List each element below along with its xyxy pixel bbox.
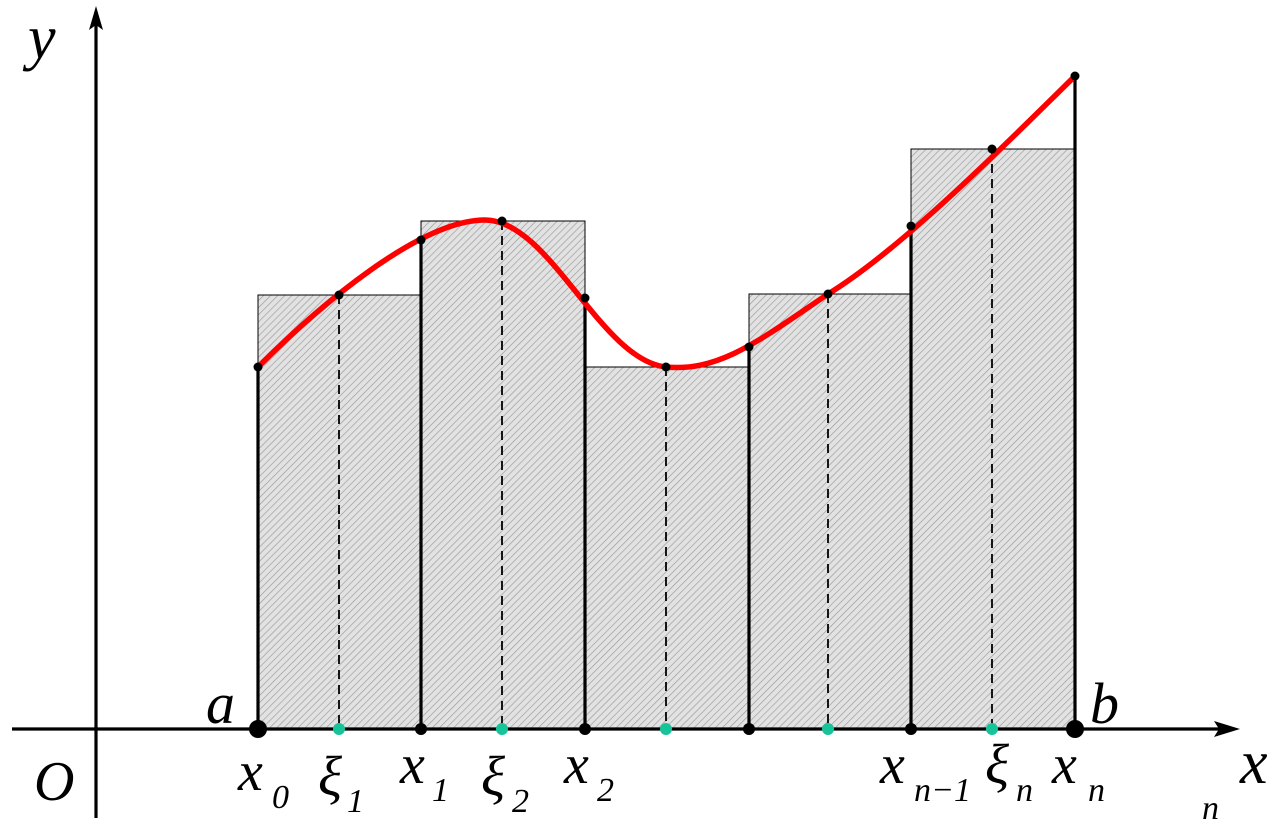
labels: y x O a b x 0 ξ 1 x 1 ξ 2 x 2 x n−1 ξ n … — [22, 4, 1268, 824]
curve-point — [416, 235, 426, 245]
curve-point — [823, 289, 833, 299]
y-axis-label: y — [22, 4, 56, 72]
curve-point — [744, 342, 754, 352]
partition-lines — [256, 76, 1077, 729]
partition-point-x3 — [743, 723, 755, 735]
y-axis-arrow-icon — [89, 6, 103, 30]
xin-label: ξ — [985, 734, 1009, 796]
xn-label: x — [1051, 734, 1077, 796]
xi2-label: ξ — [481, 746, 505, 808]
partition-point-x1 — [415, 723, 427, 735]
partition-point-x2 — [579, 723, 591, 735]
x1-subscript: 1 — [432, 772, 449, 809]
rectangle-4 — [748, 293, 912, 730]
xi1-subscript: 1 — [347, 783, 364, 819]
endpoint-b — [1066, 720, 1084, 738]
axes — [12, 6, 1240, 818]
partition-points — [249, 720, 1084, 738]
x0-label: x — [237, 741, 263, 803]
xin-subscript: n — [1016, 772, 1033, 809]
sample-point-xi4 — [822, 723, 834, 735]
curve-point — [580, 293, 590, 303]
curve-point — [1070, 71, 1080, 81]
xi2-subscript: 2 — [512, 783, 529, 819]
sample-point-xin — [986, 723, 998, 735]
riemann-rectangles — [257, 148, 1076, 730]
corner-mark: n — [1202, 790, 1219, 819]
origin-label: O — [34, 751, 74, 813]
endpoint-a — [249, 720, 267, 738]
curve-point — [987, 144, 997, 154]
a-label: a — [206, 671, 235, 736]
x-axis-arrow-icon — [1214, 721, 1240, 737]
x0-subscript: 0 — [272, 779, 289, 816]
x1-label: x — [399, 734, 425, 796]
x2-subscript: 2 — [597, 772, 614, 809]
curve-points — [253, 71, 1080, 372]
xn1-subscript: n−1 — [914, 772, 971, 809]
x-axis-label: x — [1239, 729, 1268, 797]
x2-label: x — [563, 734, 589, 796]
sample-points — [333, 723, 998, 735]
rectangle-3 — [584, 366, 750, 730]
curve-point — [334, 290, 344, 300]
partition-point-xn1 — [905, 723, 917, 735]
curve-point — [253, 362, 263, 372]
xn1-label: x — [879, 734, 905, 796]
sample-point-xi1 — [333, 723, 345, 735]
xn-subscript: n — [1088, 772, 1105, 809]
curve-point — [906, 221, 916, 231]
xi1-label: ξ — [318, 746, 342, 808]
sample-lines — [338, 149, 993, 729]
b-label: b — [1090, 671, 1119, 736]
sample-point-xi2 — [496, 723, 508, 735]
curve-point — [661, 362, 671, 372]
sample-point-xi3 — [660, 723, 672, 735]
curve-point — [497, 216, 507, 226]
rectangle-5 — [910, 148, 1076, 730]
rectangle-2 — [420, 220, 586, 730]
